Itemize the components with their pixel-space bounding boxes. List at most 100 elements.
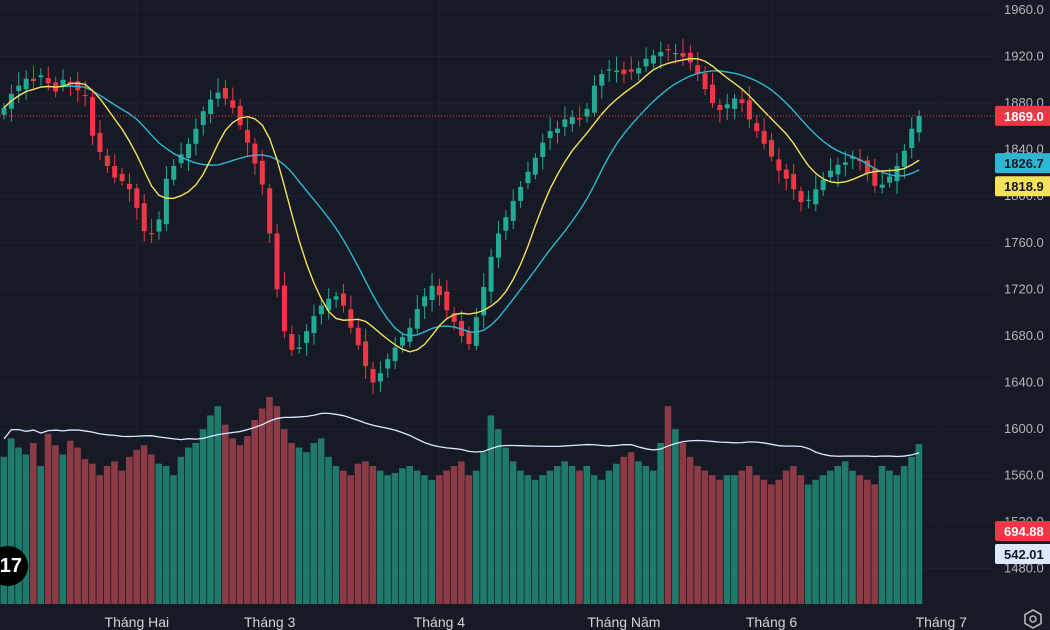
candle-body [673, 53, 679, 55]
volume-bar [347, 475, 354, 604]
candle-body [783, 169, 789, 179]
candle [318, 299, 324, 325]
candle [887, 168, 893, 188]
axis-value-labels: 1869.0 1826.7 1818.9 694.88 542.01 [995, 105, 1050, 564]
candle [488, 248, 494, 304]
volume-bar [133, 449, 140, 604]
candle-body [252, 143, 258, 164]
volume-bar [266, 397, 273, 604]
candle-body [665, 49, 671, 51]
candle-body [311, 316, 317, 334]
volume-bar [384, 475, 391, 604]
candle-body [591, 85, 597, 113]
volume-bar [605, 470, 613, 604]
candle-body [274, 233, 280, 290]
time-tick-label: Tháng 7 [916, 614, 968, 630]
candle-body [473, 317, 479, 346]
candle [628, 56, 634, 80]
volume-bar [819, 475, 827, 604]
volume-bar [325, 456, 332, 604]
candle [783, 163, 789, 191]
candle-body [798, 191, 804, 203]
volume-bar [672, 429, 679, 604]
volume-bar [207, 415, 214, 604]
candle [547, 117, 553, 150]
candle-body [414, 309, 420, 329]
volume-bar [148, 454, 155, 604]
candle-body [171, 165, 177, 180]
candle [281, 271, 287, 339]
candle-body [97, 132, 103, 152]
candle [650, 49, 656, 69]
volume-bar [391, 472, 399, 604]
volume-bar [413, 470, 421, 604]
candle [340, 284, 346, 313]
candle-body [296, 347, 302, 349]
candle [769, 133, 775, 162]
volume-bar [509, 461, 517, 604]
candle-body [503, 217, 509, 231]
candle [178, 142, 184, 168]
candle [591, 75, 597, 118]
candle-body [245, 129, 251, 143]
candle-body [82, 94, 88, 97]
candle [643, 47, 649, 73]
volume-label: 694.88 [995, 521, 1050, 541]
volume-bar [118, 470, 126, 604]
candle-body [769, 140, 775, 157]
candle-body [112, 165, 118, 178]
ma-slow-label: 1826.7 [995, 153, 1050, 174]
candle [621, 61, 627, 84]
candle-body [340, 293, 346, 306]
candle-body [23, 78, 29, 90]
price-tick-label: 1480.0 [1004, 561, 1044, 576]
candle-body [872, 168, 878, 186]
candle [97, 120, 103, 161]
candle-body [31, 78, 37, 81]
candle [259, 150, 265, 196]
candle [444, 279, 450, 320]
candle-body [141, 203, 147, 232]
candle [274, 224, 280, 298]
time-tick-label: Tháng Năm [587, 614, 660, 630]
candle [665, 44, 671, 62]
candle-body [732, 98, 738, 109]
candle-body [916, 115, 922, 133]
candle-body [650, 55, 656, 64]
volume-bar [421, 475, 428, 604]
candle [717, 99, 723, 123]
volume-bar [613, 463, 620, 604]
candle-body [599, 74, 605, 86]
volume-bar [768, 484, 775, 604]
volume-ma-layer [3, 412, 920, 458]
volume-bar [185, 447, 192, 604]
candle [673, 43, 679, 64]
settings-hexagon-icon[interactable] [1022, 608, 1044, 630]
price-tick-label: 1960.0 [1004, 2, 1044, 17]
volume-bar [317, 438, 325, 604]
candle [872, 158, 878, 193]
candle-body [887, 176, 893, 183]
candle-body [119, 173, 125, 182]
volume-bar [362, 461, 369, 604]
candle-body [518, 186, 524, 201]
candle [370, 361, 376, 395]
ma-fast-label: 1818.9 [995, 176, 1050, 197]
volume-bar [236, 445, 244, 604]
volume-bar [494, 429, 502, 604]
candle-body [156, 219, 162, 232]
candle [267, 183, 273, 243]
volume-bar [723, 475, 731, 604]
volume-bar [804, 484, 812, 604]
candle [739, 90, 745, 113]
candle [348, 295, 354, 334]
volume-bar [642, 466, 650, 604]
candle [200, 106, 206, 136]
candle-body [348, 309, 354, 328]
candle-body [555, 128, 560, 133]
candle [820, 171, 826, 196]
candle-body [208, 99, 214, 115]
candle-body [436, 285, 442, 296]
